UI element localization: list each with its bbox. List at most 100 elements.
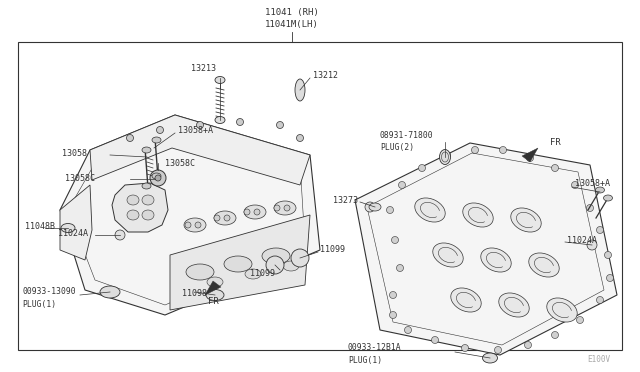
Ellipse shape (262, 248, 290, 264)
Ellipse shape (142, 195, 154, 205)
Ellipse shape (142, 183, 151, 189)
Circle shape (607, 275, 614, 282)
Ellipse shape (127, 195, 139, 205)
Circle shape (115, 230, 125, 240)
Ellipse shape (184, 218, 206, 232)
Text: 13273: 13273 (333, 196, 358, 205)
Ellipse shape (61, 224, 75, 232)
Circle shape (527, 154, 534, 161)
Circle shape (365, 202, 375, 212)
Text: 11024A: 11024A (567, 235, 597, 244)
Circle shape (404, 327, 412, 334)
Circle shape (472, 147, 479, 154)
Ellipse shape (215, 116, 225, 124)
Text: FR: FR (550, 138, 561, 147)
Text: 13058: 13058 (62, 148, 87, 157)
Text: PLUG(1): PLUG(1) (22, 299, 56, 308)
Ellipse shape (595, 187, 605, 193)
Circle shape (596, 296, 604, 304)
Circle shape (552, 331, 559, 339)
Ellipse shape (206, 289, 224, 301)
Ellipse shape (186, 264, 214, 280)
Circle shape (605, 251, 611, 259)
Circle shape (296, 135, 303, 141)
Ellipse shape (499, 293, 529, 317)
Polygon shape (112, 183, 168, 232)
Polygon shape (355, 143, 617, 355)
Circle shape (525, 341, 531, 349)
Ellipse shape (244, 205, 266, 219)
Circle shape (185, 222, 191, 228)
Text: 13213: 13213 (191, 64, 216, 73)
Ellipse shape (433, 243, 463, 267)
Polygon shape (522, 148, 538, 162)
Circle shape (387, 206, 394, 214)
Ellipse shape (440, 150, 451, 164)
Circle shape (390, 292, 397, 298)
Ellipse shape (415, 198, 445, 222)
Circle shape (244, 209, 250, 215)
Circle shape (399, 182, 406, 189)
Text: 13058C: 13058C (165, 158, 195, 167)
Ellipse shape (207, 277, 223, 287)
Text: 11041 (RH): 11041 (RH) (265, 7, 319, 16)
Ellipse shape (547, 298, 577, 322)
Circle shape (431, 337, 438, 343)
Text: 11048B: 11048B (25, 221, 55, 231)
Circle shape (274, 205, 280, 211)
Circle shape (495, 346, 502, 353)
Ellipse shape (481, 248, 511, 272)
Ellipse shape (274, 201, 296, 215)
Ellipse shape (224, 256, 252, 272)
Text: 00933-13090: 00933-13090 (22, 288, 76, 296)
Ellipse shape (529, 253, 559, 277)
Text: 11041M(LH): 11041M(LH) (265, 19, 319, 29)
Ellipse shape (152, 173, 161, 179)
Ellipse shape (604, 195, 612, 201)
Circle shape (586, 205, 593, 212)
Circle shape (150, 170, 166, 186)
Ellipse shape (283, 261, 299, 271)
Circle shape (499, 147, 506, 154)
Polygon shape (60, 185, 92, 260)
Ellipse shape (215, 77, 225, 83)
Circle shape (214, 215, 220, 221)
Ellipse shape (483, 353, 497, 363)
Circle shape (237, 119, 243, 125)
Circle shape (390, 311, 397, 318)
Circle shape (419, 164, 426, 171)
Circle shape (577, 317, 584, 324)
Text: E100V: E100V (587, 356, 610, 365)
Circle shape (552, 164, 559, 171)
Ellipse shape (511, 208, 541, 232)
Text: 11098: 11098 (182, 289, 207, 298)
Circle shape (155, 175, 161, 181)
Text: PLUG(1): PLUG(1) (348, 356, 382, 365)
Ellipse shape (127, 210, 139, 220)
Text: 11099: 11099 (250, 269, 275, 279)
Ellipse shape (142, 210, 154, 220)
Circle shape (444, 151, 451, 158)
Circle shape (196, 122, 204, 128)
Ellipse shape (295, 79, 305, 101)
Polygon shape (60, 115, 320, 315)
Text: 08931-71800: 08931-71800 (380, 131, 434, 140)
Ellipse shape (142, 147, 151, 153)
Text: 13212: 13212 (313, 71, 338, 80)
Text: FR: FR (208, 298, 219, 307)
Text: 11024A: 11024A (58, 228, 88, 237)
Circle shape (572, 182, 579, 189)
Circle shape (266, 256, 284, 274)
Circle shape (291, 249, 309, 267)
Circle shape (276, 122, 284, 128)
Circle shape (254, 209, 260, 215)
Polygon shape (170, 215, 310, 310)
Circle shape (392, 237, 399, 244)
Text: 13058+A: 13058+A (575, 179, 610, 187)
Polygon shape (90, 115, 310, 185)
Ellipse shape (100, 286, 120, 298)
Ellipse shape (369, 203, 381, 211)
Circle shape (224, 215, 230, 221)
Ellipse shape (245, 269, 261, 279)
Text: 00933-12B1A: 00933-12B1A (348, 343, 402, 353)
